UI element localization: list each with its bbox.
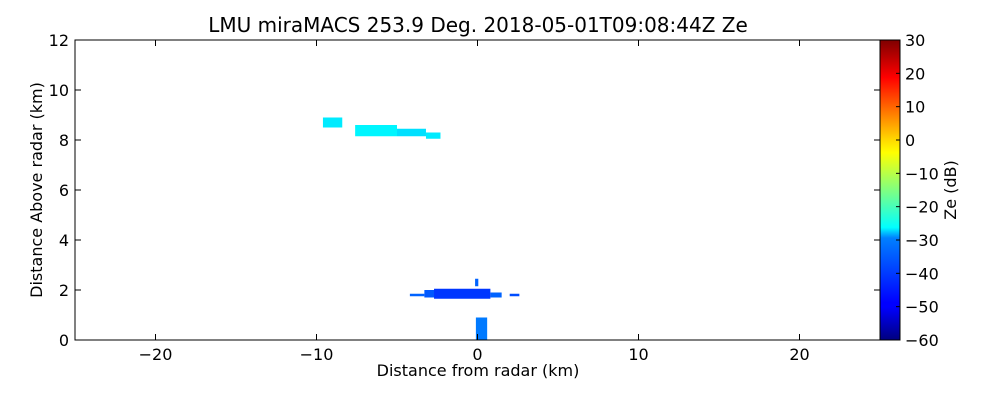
colorbar-tick-label: −20 <box>905 198 939 217</box>
y-tick-label: 10 <box>49 81 69 100</box>
x-axis-label: Distance from radar (km) <box>377 361 580 380</box>
colorbar-tick-label: 20 <box>905 64 925 83</box>
x-tick-label: −10 <box>300 345 334 364</box>
x-tick-label: −20 <box>139 345 173 364</box>
colorbar-ticks: 30 20 10 0 −10 −20 −30 −40 −50 −60 <box>896 31 939 350</box>
chart-title: LMU miraMACS 253.9 Deg. 2018-05-01T09:08… <box>208 13 748 37</box>
echo-region-3 <box>397 128 426 137</box>
colorbar-tick-label: −40 <box>905 264 939 283</box>
x-tick-label: 20 <box>789 345 809 364</box>
colorbar-tick-label: −60 <box>905 331 939 350</box>
colorbar-tick-label: 30 <box>905 31 925 50</box>
colorbar-tick-label: −30 <box>905 231 939 250</box>
echo-region-7 <box>434 288 491 299</box>
echo-region-11 <box>475 317 488 340</box>
echo-region-5 <box>409 293 425 297</box>
colorbar-label: Ze (dB) <box>941 160 960 220</box>
echo-region-9 <box>509 293 520 297</box>
y-tick-label: 6 <box>59 181 69 200</box>
y-axis-label: Distance Above radar (km) <box>27 82 46 298</box>
echo-region-4 <box>425 132 441 139</box>
y-tick-label: 0 <box>59 331 69 350</box>
y-axis-ticks: 0 2 4 6 8 10 12 <box>49 31 880 350</box>
colorbar-tick-label: 0 <box>905 131 915 150</box>
y-tick-label: 2 <box>59 281 69 300</box>
x-axis-ticks: −20 −10 0 10 20 <box>139 40 810 364</box>
echo-layer <box>322 117 520 340</box>
y-tick-label: 4 <box>59 231 69 250</box>
y-tick-label: 8 <box>59 131 69 150</box>
x-tick-label: 0 <box>472 345 482 364</box>
echo-region-10 <box>475 278 479 287</box>
colorbar <box>879 39 901 341</box>
x-tick-label: 10 <box>628 345 648 364</box>
colorbar-tick-label: −50 <box>905 298 939 317</box>
colorbar-tick-label: −10 <box>905 164 939 183</box>
echo-region-2 <box>355 125 397 137</box>
echo-region-1 <box>322 117 343 128</box>
colorbar-tick-label: 10 <box>905 98 925 117</box>
echo-region-8 <box>490 292 502 298</box>
y-tick-label: 12 <box>49 31 69 50</box>
